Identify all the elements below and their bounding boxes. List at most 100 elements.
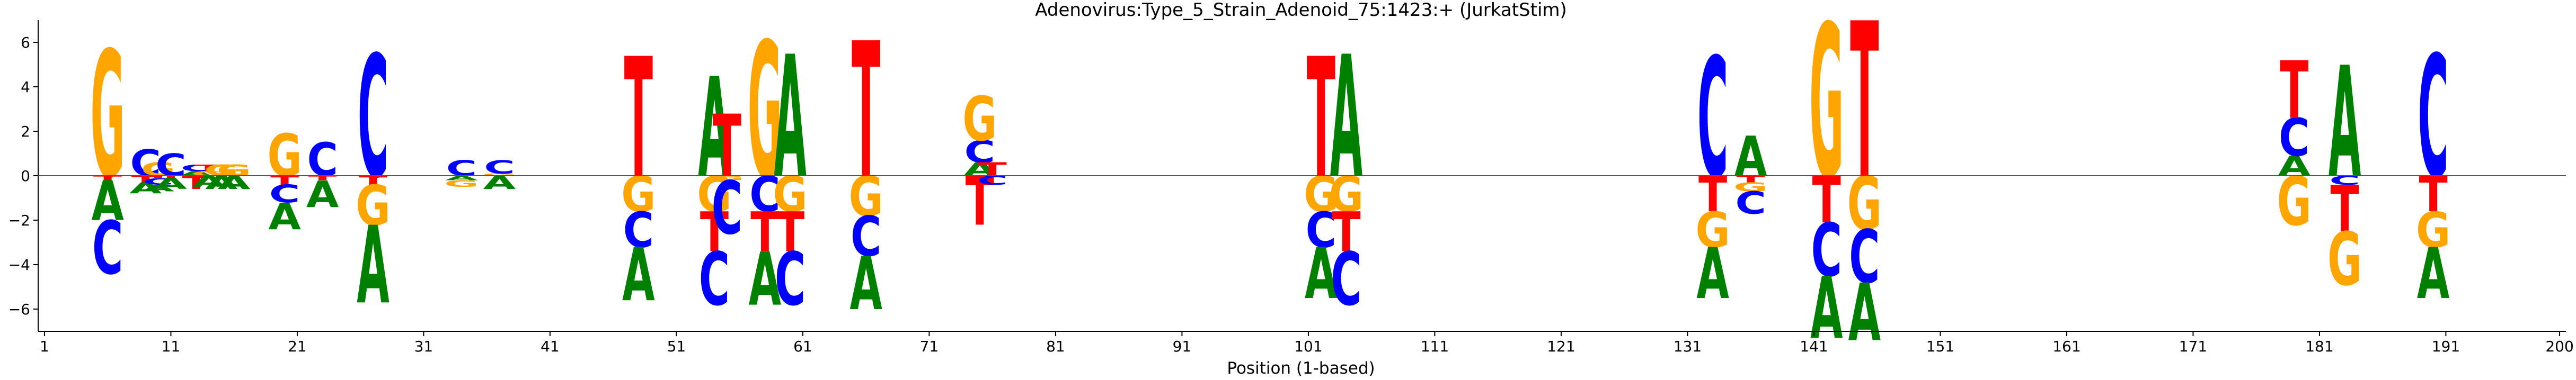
x-tick-label: 11 (162, 338, 181, 355)
logo-letter-C: C (2279, 108, 2309, 168)
logo-letter-A: A (129, 180, 162, 197)
logo-letter-A: A (1330, 21, 1363, 216)
logo-letter-C: C (1811, 207, 1842, 293)
x-tick-label: 111 (1421, 338, 1449, 355)
logo-letter-G: G (710, 175, 744, 182)
logo-letter-A: A (2329, 34, 2361, 212)
x-tick-label: 191 (2432, 338, 2460, 355)
logo-letter-T: T (2280, 45, 2308, 137)
logo-letter-G: G (217, 162, 251, 179)
logo-letter-C: C (446, 156, 477, 181)
logo-letter-G: G (2277, 162, 2312, 240)
logo-letter-T: T (1332, 200, 1360, 264)
logo-letter-A: A (1810, 259, 1843, 358)
logo-letter-T: T (776, 200, 804, 264)
logo-letter-C: C (143, 176, 173, 187)
logo-letter-A: A (622, 232, 655, 318)
logo-letter-T: T (750, 200, 779, 264)
logo-letter-A: A (445, 175, 478, 182)
logo-letter-A: A (849, 241, 882, 327)
logo-letter-C: C (130, 142, 161, 185)
logo-letter-A: A (142, 183, 175, 193)
logo-letter-A: A (1734, 125, 1767, 189)
x-tick-label: 200 (2545, 338, 2573, 355)
x-tick-label: 61 (793, 338, 812, 355)
logo-letter-C: C (623, 202, 654, 259)
logo-letter-G: G (1695, 202, 1730, 259)
x-tick-label: 171 (2179, 338, 2207, 355)
logo-letter-A: A (2278, 150, 2311, 182)
logo-letter-C: C (1697, 24, 1728, 215)
logo-letter-A: A (698, 49, 731, 209)
y-tick-label: 0 (21, 167, 30, 185)
logo-letter-T: T (1850, 0, 1879, 227)
logo-letter-T: T (156, 175, 185, 179)
logo-letter-G: G (141, 159, 175, 180)
logo-letter-C: C (1849, 214, 1880, 300)
logo-letter-A: A (357, 204, 390, 328)
logo-letter-A: A (749, 237, 782, 322)
logo-letter-A: A (306, 173, 339, 216)
x-tick-label: 81 (1046, 338, 1065, 355)
logo-letter-T: T (852, 4, 880, 220)
logo-letter-C: C (1331, 237, 1361, 322)
logo-letter-T: T (93, 175, 122, 182)
logo-letter-C: C (92, 205, 123, 291)
logo-letter-C: C (964, 135, 995, 170)
x-axis-label: Position (1-based) (1227, 359, 1375, 378)
x-tick-label: 51 (667, 338, 686, 355)
logo-letter-A: A (91, 169, 124, 233)
logo-letter-C: C (2418, 21, 2448, 216)
logo-letter-G: G (267, 122, 302, 189)
logo-letter-T: T (713, 96, 741, 196)
x-tick-label: 121 (1547, 338, 1575, 355)
logo-letter-T: T (2331, 173, 2359, 247)
logo-letter-A: A (268, 195, 301, 238)
logo-letter-G: G (482, 173, 517, 177)
x-tick-label: 31 (414, 338, 433, 355)
logo-letter-C: C (1736, 186, 1766, 221)
logo-letter-T: T (194, 163, 223, 174)
logo-letter-A: A (1305, 233, 1338, 315)
y-tick-label: −6 (8, 301, 30, 318)
logo-letter-G: G (1809, 0, 1844, 225)
y-tick-label: −2 (8, 212, 30, 229)
logo-letter-G: G (444, 178, 479, 189)
logo-letter-G: G (1733, 180, 1768, 194)
logo-letter-A: A (1696, 233, 1729, 315)
logo-letter-C: C (307, 133, 338, 187)
logo-letter-C: C (1306, 202, 1336, 259)
logo-letter-C: C (155, 148, 186, 183)
logo-letter-A: A (963, 159, 996, 180)
x-tick-label: 1 (40, 338, 49, 355)
x-tick-label: 101 (1294, 338, 1322, 355)
logo-letter-G: G (91, 16, 125, 218)
logo-letter-C: C (484, 157, 515, 178)
logo-letter-C: C (712, 166, 742, 251)
logo-letter-C: C (699, 237, 730, 322)
logo-letter-C: C (181, 163, 211, 174)
logo-letter-A: A (1848, 267, 1881, 359)
logo-letter-T: T (308, 175, 338, 182)
logo-letter-G: G (962, 84, 997, 155)
logo-letter-C: C (358, 21, 388, 216)
y-tick-label: 2 (21, 123, 30, 140)
logo-letter-G: G (2416, 202, 2450, 259)
logo-letter-A: A (774, 21, 807, 216)
logo-letter-C: C (851, 205, 881, 269)
logo-letter-G: G (356, 174, 390, 238)
logo-letter-T: T (131, 174, 160, 185)
logo-letter-G: G (2327, 216, 2362, 302)
logo-letter-G: G (748, 4, 782, 220)
x-tick-label: 131 (1674, 338, 1702, 355)
x-tick-label: 91 (1173, 338, 1192, 355)
logo-letter-T: T (700, 200, 729, 264)
logo-letter-T: T (978, 159, 1007, 180)
x-tick-label: 141 (1800, 338, 1828, 355)
logo-letter-G: G (204, 162, 238, 179)
y-tick-label: 6 (21, 34, 30, 51)
logo-letter-T: T (144, 175, 173, 179)
logo-letter-T: T (1307, 24, 1335, 215)
